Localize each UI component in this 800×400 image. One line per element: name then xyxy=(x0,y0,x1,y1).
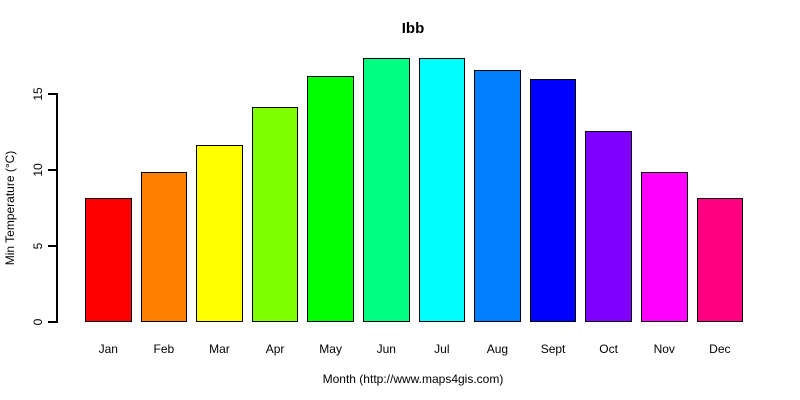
x-tick-label-jul: Jul xyxy=(434,342,450,356)
y-tick-mark-10 xyxy=(48,169,56,172)
bar-sept xyxy=(529,79,577,322)
x-tick-label-mar: Mar xyxy=(209,342,230,356)
bar-oct xyxy=(585,130,632,322)
x-tick-label-oct: Oct xyxy=(599,342,618,356)
x-tick-label-nov: Nov xyxy=(653,342,675,356)
y-tick-label-0: 0 xyxy=(31,318,45,326)
x-axis-label: Month (http://www.maps4gis.com) xyxy=(322,372,504,386)
x-tick-label-jun: Jun xyxy=(376,342,396,356)
x-tick-label-feb: Feb xyxy=(153,342,175,356)
y-tick-label-15: 15 xyxy=(31,87,45,102)
y-tick-mark-0 xyxy=(48,321,56,323)
bar-jun xyxy=(363,58,410,322)
y-tick-mark-15 xyxy=(48,93,56,96)
bar-nov xyxy=(641,171,688,322)
y-axis-line xyxy=(56,93,58,323)
bar-aug xyxy=(474,70,521,322)
bar-jan xyxy=(85,197,132,322)
y-axis-label: Min Temperature (°C) xyxy=(3,150,17,266)
bar-jul xyxy=(418,58,466,322)
bar-dec xyxy=(696,197,744,322)
bar-may xyxy=(307,76,354,322)
y-tick-mark-5 xyxy=(48,245,56,248)
x-tick-label-may: May xyxy=(319,342,342,356)
bar-mar xyxy=(196,144,243,322)
bar-feb xyxy=(140,171,188,322)
x-tick-label-jan: Jan xyxy=(98,342,118,356)
y-tick-label-5: 5 xyxy=(31,242,45,250)
bar-apr xyxy=(251,106,299,322)
chart-title: Ibb xyxy=(401,20,425,37)
y-tick-label-10: 10 xyxy=(31,163,45,177)
x-tick-label-sept: Sept xyxy=(540,342,566,356)
x-tick-label-aug: Aug xyxy=(486,342,509,356)
x-tick-label-dec: Dec xyxy=(709,342,731,356)
x-tick-label-apr: Apr xyxy=(265,342,285,356)
